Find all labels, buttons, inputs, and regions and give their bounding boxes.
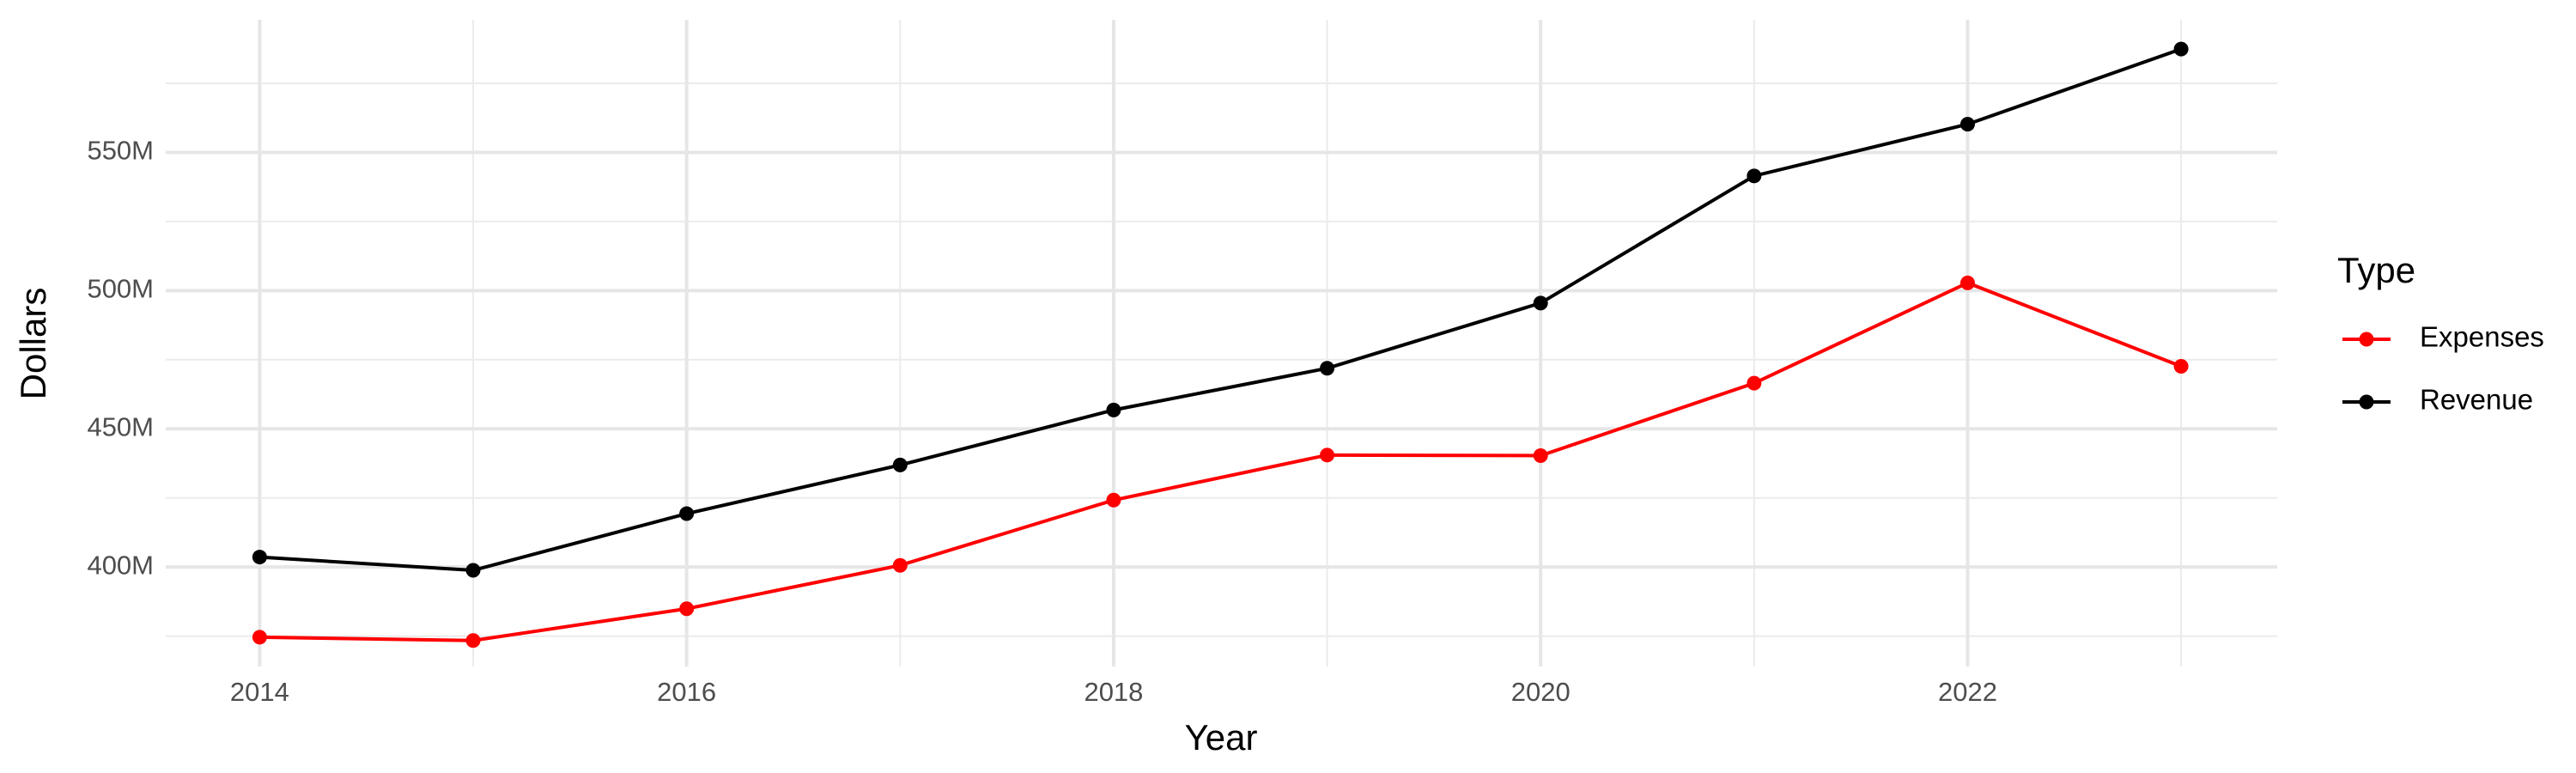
data-point xyxy=(465,633,481,648)
legend-label: Expenses xyxy=(2420,321,2544,353)
legend-key-point xyxy=(2359,394,2374,410)
y-axis-title: Dollars xyxy=(13,288,53,400)
data-point xyxy=(679,506,695,521)
data-point xyxy=(1747,375,1762,391)
data-point xyxy=(1533,447,1548,463)
data-point xyxy=(252,550,267,565)
data-point xyxy=(465,563,481,578)
x-tick-label: 2014 xyxy=(230,677,289,707)
x-tick-label: 2018 xyxy=(1084,677,1143,707)
data-point xyxy=(1320,447,1335,463)
data-point xyxy=(2173,41,2189,57)
legend-key-point xyxy=(2359,332,2374,347)
y-tick-label: 450M xyxy=(87,411,154,441)
series-line xyxy=(259,47,2182,573)
x-axis-title: Year xyxy=(1185,717,1258,758)
data-point xyxy=(892,557,908,573)
data-point xyxy=(1320,361,1335,376)
data-point xyxy=(892,457,908,472)
data-point xyxy=(2173,359,2189,374)
data-point xyxy=(252,630,267,645)
data-point xyxy=(1533,295,1548,311)
legend-label: Revenue xyxy=(2420,384,2533,416)
data-point xyxy=(1106,492,1121,508)
data-point xyxy=(1959,275,1975,290)
x-tick-label: 2016 xyxy=(657,677,716,707)
x-tick-label: 2022 xyxy=(1938,677,1997,707)
data-point xyxy=(1106,402,1121,417)
data-point xyxy=(1747,168,1762,184)
y-tick-label: 500M xyxy=(87,274,154,304)
legend-title: Type xyxy=(2337,250,2415,290)
y-tick-label: 550M xyxy=(87,136,154,166)
x-tick-label: 2020 xyxy=(1511,677,1571,707)
y-tick-label: 400M xyxy=(87,550,154,580)
data-point xyxy=(1959,117,1975,132)
series-line xyxy=(259,281,2182,642)
data-point xyxy=(679,601,695,617)
